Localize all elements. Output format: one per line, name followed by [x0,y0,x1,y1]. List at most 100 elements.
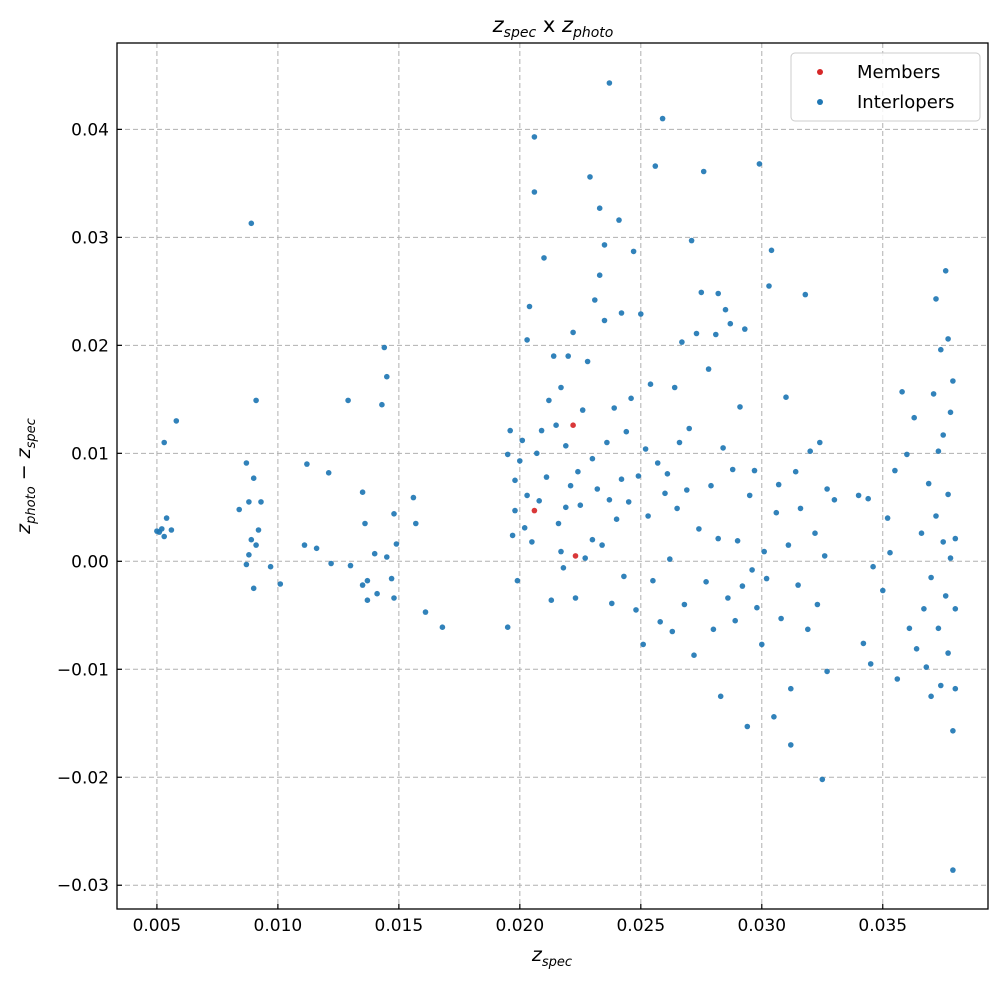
data-point-members [572,553,579,559]
data-point-interlopers [328,560,334,567]
ylabel-z-spec-sub: spec [24,418,39,448]
data-point-interlopers [371,550,378,557]
data-point-interlopers [381,344,388,351]
data-point-interlopers [509,532,516,539]
data-point-interlopers [313,545,320,552]
data-point-interlopers [253,397,259,404]
chart-title: zspec x zphoto [492,13,614,41]
data-point-interlopers [940,539,946,545]
data-point-interlopers [243,460,250,466]
x-tick-label: 0.015 [375,916,424,936]
data-point-interlopers [567,482,574,489]
data-point-interlopers [713,331,719,338]
data-point-interlopers [887,549,893,556]
data-point-interlopers [173,418,180,424]
data-point-interlopers [785,542,792,548]
data-point-interlopers [708,482,714,489]
data-point-interlopers [345,397,351,404]
data-point-interlopers [691,652,697,658]
data-point-interlopers [410,494,417,501]
data-point-interlopers [768,247,775,254]
data-point-interlopers [720,445,726,451]
data-point-interlopers [831,497,838,503]
data-point-interlopers [531,134,538,140]
data-point-interlopers [906,625,913,632]
data-point-interlopers [582,555,588,561]
data-point-interlopers [669,628,676,635]
data-point-interlopers [686,425,692,432]
data-point-interlopers [737,404,743,410]
data-point-interlopers [618,310,625,316]
data-point-interlopers [642,446,649,452]
data-point-interlopers [519,437,526,444]
data-point-interlopers [935,625,942,632]
data-point-interlopers [775,481,782,488]
data-point-interlopers [921,606,927,612]
data-point-interlopers [592,297,598,303]
data-point-interlopers [933,296,939,302]
data-point-interlopers [558,548,564,555]
x-axis-ticks: 0.005 0.010 0.015 0.020 0.025 0.030 0.035 [133,904,907,936]
data-point-interlopers [928,574,934,581]
data-point-interlopers [732,617,738,624]
data-point-interlopers [928,693,934,700]
y-axis-ticks: −0.03 −0.02 −0.01 0.00 0.01 0.02 0.03 0.04 [57,120,122,896]
data-point-interlopers [824,668,830,675]
data-point-interlopers [563,504,569,511]
data-point-interlopers [783,394,789,401]
data-point-interlopers [524,492,530,499]
data-point-interlopers [860,640,867,647]
ylabel-z-photo: z [13,523,35,535]
data-point-interlopers [894,676,901,682]
data-point-interlopers [534,450,540,457]
data-point-interlopers [512,477,518,484]
data-point-interlopers [947,555,954,561]
x-axis-label: zspec [531,944,572,970]
data-point-interlopers [543,474,550,480]
data-point-interlopers [734,538,741,544]
data-point-interlopers [744,723,751,730]
data-point-members [531,507,538,514]
data-point-interlopers [717,693,724,700]
data-point-interlopers [246,499,252,505]
data-point-interlopers [945,336,951,342]
data-point-interlopers [374,590,380,597]
data-point-interlopers [756,161,763,167]
x-tick-label: 0.025 [616,916,665,936]
data-point-interlopers [163,515,170,521]
data-point-interlopers [952,535,959,542]
data-point-interlopers [645,513,651,519]
data-point-interlopers [541,255,547,261]
data-point-interlopers [819,776,826,783]
data-point-interlopers [362,520,368,527]
data-point-interlopers [575,468,581,475]
legend-marker-interlopers [817,99,823,105]
data-point-interlopers [570,329,576,336]
data-point-interlopers [616,217,622,223]
data-point-interlopers [667,556,673,562]
y-tick-label: −0.02 [57,768,109,788]
data-point-interlopers [594,486,601,492]
data-point-interlopers [246,552,252,558]
data-point-interlopers [942,593,949,599]
data-point-interlopers [359,489,366,496]
data-point-interlopers [258,499,264,505]
data-point-interlopers [635,473,642,479]
data-point-interlopers [749,567,755,573]
title-z-photo-sub: photo [572,25,613,41]
data-point-interlopers [579,407,586,413]
data-point-interlopers [950,378,956,384]
data-point-interlopers [393,541,400,547]
data-point-interlopers [814,601,821,608]
ylabel-minus: − [13,458,35,486]
data-point-interlopers [584,358,591,365]
data-point-interlopers [698,289,705,296]
data-point-interlopers [739,583,746,589]
data-point-interlopers [277,581,284,587]
data-point-interlopers [807,448,813,455]
data-point-interlopers [771,714,777,720]
data-point-interlopers [855,492,862,499]
y-axis-label: zphoto − zspec [13,418,39,535]
data-point-interlopers [925,480,932,487]
data-point-interlopers [589,536,596,543]
